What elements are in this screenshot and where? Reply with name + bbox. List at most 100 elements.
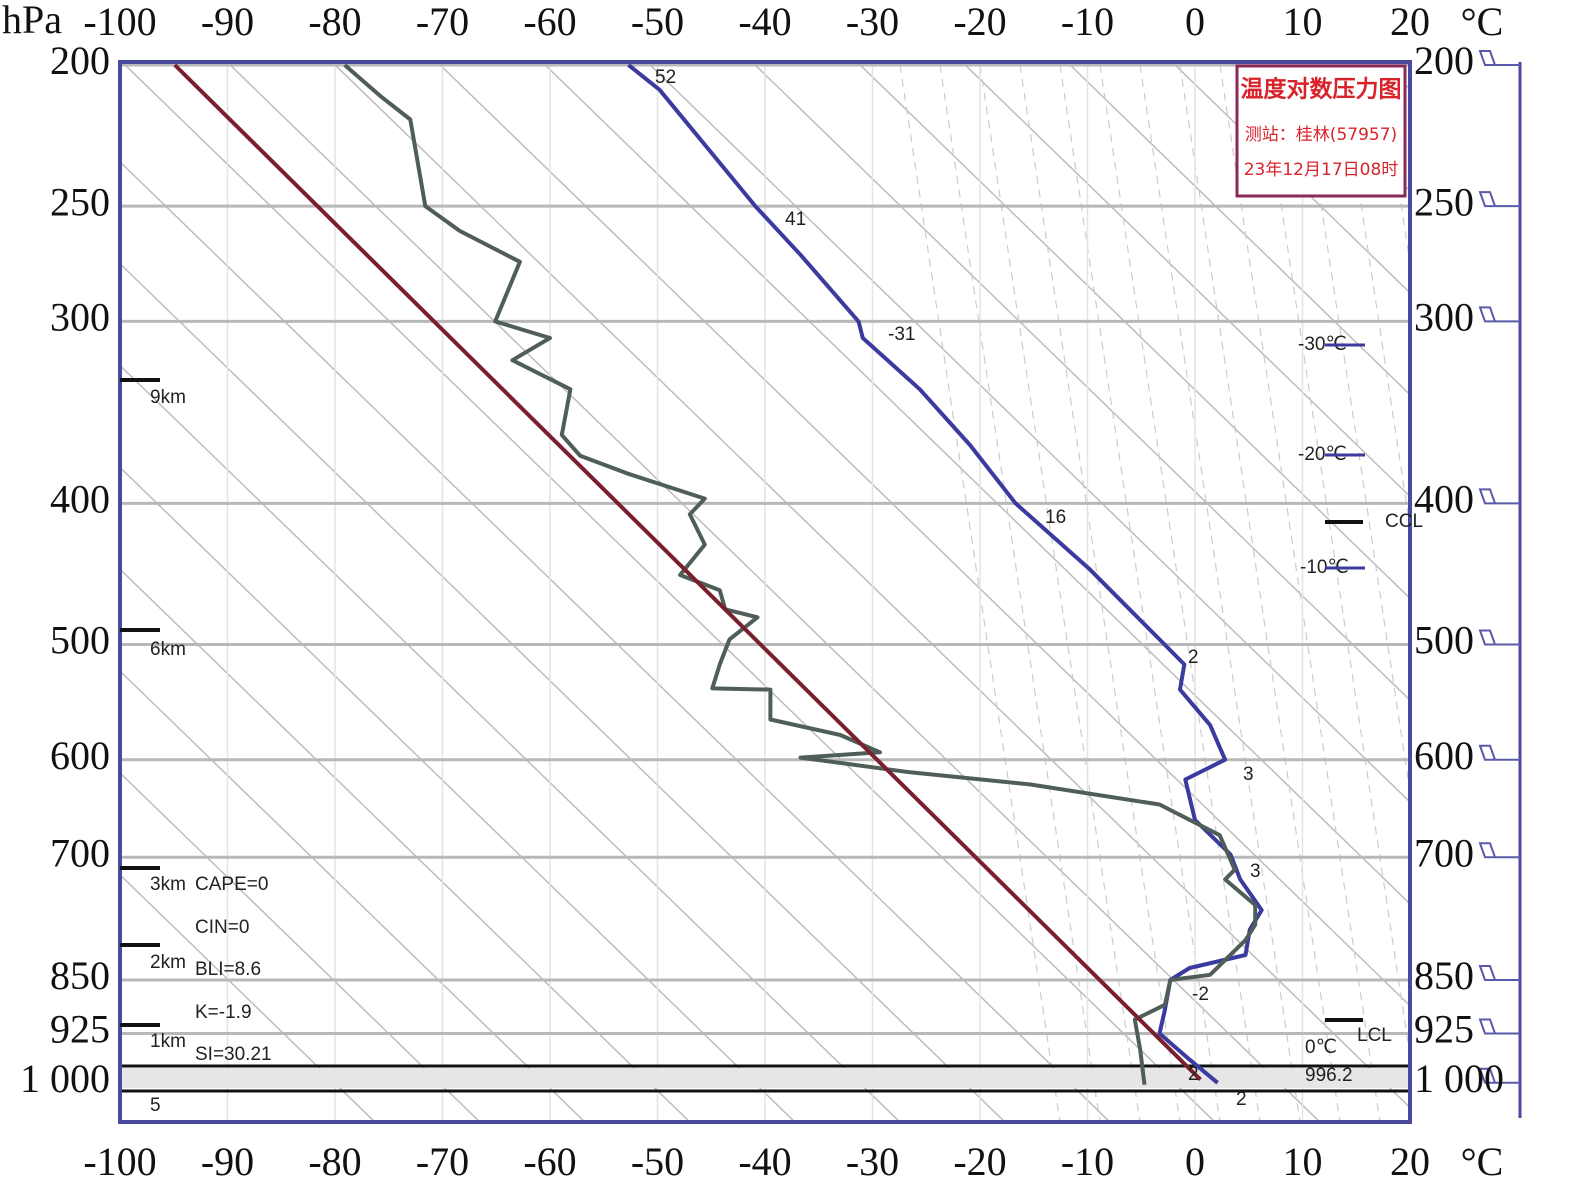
annotation: -20℃ xyxy=(1298,444,1347,465)
annotation: 2 xyxy=(1188,1064,1199,1085)
dry-adiabat xyxy=(120,466,796,1122)
x-tick-label: -70 xyxy=(416,1139,469,1184)
annotation: 3 xyxy=(1243,764,1254,785)
x-tick-label: -60 xyxy=(523,1139,576,1184)
annotation: 996.2 xyxy=(1305,1065,1353,1086)
wind-barb xyxy=(1478,1018,1520,1035)
x-axis-label: °C xyxy=(1461,1139,1504,1184)
sounding-line xyxy=(627,63,1264,1085)
mixing-ratio-line xyxy=(1139,64,1301,1122)
dry-adiabat xyxy=(225,62,1321,1122)
annotation: CIN=0 xyxy=(195,917,249,938)
annotation: 9km xyxy=(150,387,186,408)
annotation: 2 xyxy=(1188,647,1199,668)
y-tick-label: 200 xyxy=(1414,38,1474,83)
x-tick-label: -10 xyxy=(1061,1139,1114,1184)
dry-adiabat xyxy=(120,771,481,1122)
dry-adiabat xyxy=(120,62,1216,1122)
dry-adiabat xyxy=(435,62,1410,1007)
mixing-ratio-line xyxy=(1099,64,1261,1122)
wind-barb xyxy=(1478,744,1520,761)
y-tick-label: 600 xyxy=(50,733,110,778)
x-tick-label: -90 xyxy=(201,1139,254,1184)
dry-adiabat xyxy=(120,160,1111,1122)
y-axis-label: hPa xyxy=(2,0,62,42)
annotation: 52 xyxy=(655,67,676,88)
annotation: SI=30.21 xyxy=(195,1044,272,1065)
wind-barb xyxy=(1478,629,1520,646)
x-tick-label: 20 xyxy=(1390,1139,1430,1184)
annotation: 41 xyxy=(785,209,806,230)
wind-barb xyxy=(1478,191,1520,208)
mixing-ratio-line xyxy=(979,64,1141,1122)
x-tick-label: -40 xyxy=(738,1139,791,1184)
mixing-ratio-line xyxy=(939,64,1101,1122)
annotation: 5 xyxy=(150,1095,161,1116)
wind-barb xyxy=(1478,488,1520,505)
chart-title: 温度对数压力图 xyxy=(1241,76,1402,103)
y-tick-label: 1 000 xyxy=(20,1056,110,1101)
annotation: -10℃ xyxy=(1300,557,1349,578)
y-tick-label: 500 xyxy=(50,618,110,663)
grid xyxy=(119,63,1411,1122)
mixing-ratio-line xyxy=(1019,64,1181,1122)
x-tick-label: -90 xyxy=(201,0,254,44)
x-tick-label: -30 xyxy=(846,1139,899,1184)
annotation: CCL xyxy=(1385,511,1423,532)
chart-subtitle: 测站：桂林(57957) xyxy=(1245,125,1397,145)
y-tick-label: 700 xyxy=(1414,830,1474,875)
dry-adiabat xyxy=(1065,62,1410,396)
x-tick-label: 10 xyxy=(1283,0,1323,44)
dry-adiabat xyxy=(120,670,586,1122)
y-tick-label: 200 xyxy=(50,38,110,83)
dry-adiabat xyxy=(120,262,1006,1122)
annotation: 0℃ xyxy=(1305,1037,1337,1058)
annotation: 2 xyxy=(1236,1089,1247,1110)
x-tick-label: -20 xyxy=(953,1139,1006,1184)
annotation: 2km xyxy=(150,952,186,973)
y-tick-label: 500 xyxy=(1414,618,1474,663)
x-tick-label: 20 xyxy=(1390,0,1430,44)
chart-subtitle: 23年12月17日08时 xyxy=(1244,160,1399,180)
annotation: 1km xyxy=(150,1031,186,1052)
x-tick-label: -60 xyxy=(523,0,576,44)
y-tick-label: 850 xyxy=(1414,953,1474,998)
y-tick-label: 400 xyxy=(50,477,110,522)
x-tick-label: -20 xyxy=(953,0,1006,44)
x-tick-label: 0 xyxy=(1185,1139,1205,1184)
mixing-ratio-line xyxy=(1059,64,1221,1122)
y-tick-label: 300 xyxy=(1414,295,1474,340)
x-tick-label: -40 xyxy=(738,0,791,44)
annotation: -31 xyxy=(888,324,915,345)
dry-adiabat xyxy=(960,62,1410,498)
annotation: 3km xyxy=(150,874,186,895)
annotation: K=-1.9 xyxy=(195,1002,252,1023)
x-axis-label: °C xyxy=(1461,0,1504,44)
mixing-ratio-line xyxy=(1179,64,1341,1122)
y-tick-label: 1 000 xyxy=(1414,1056,1504,1101)
dry-adiabat xyxy=(855,62,1410,600)
mixing-ratio-line xyxy=(1259,64,1410,1060)
title-box xyxy=(1235,64,1407,198)
dry-adiabat xyxy=(120,568,691,1122)
x-tick-label: -10 xyxy=(1061,0,1114,44)
annotation: LCL xyxy=(1357,1025,1392,1046)
wind-barb xyxy=(1478,306,1520,323)
x-tick-label: 0 xyxy=(1185,0,1205,44)
annotation: CAPE=0 xyxy=(195,874,268,895)
wind-barb xyxy=(1478,1067,1520,1084)
x-tick-label: -100 xyxy=(83,0,156,44)
annotation: -2 xyxy=(1192,984,1209,1005)
sounding-line xyxy=(343,63,1258,1085)
surface-band xyxy=(120,1068,1410,1088)
y-tick-label: 700 xyxy=(50,830,110,875)
dry-adiabat xyxy=(1170,62,1410,294)
mixing-ratio-line xyxy=(1299,64,1410,796)
y-tick-label: 925 xyxy=(1414,1007,1474,1052)
sounding-line xyxy=(173,63,1202,1082)
wind-barb xyxy=(1478,842,1520,859)
y-tick-label: 925 xyxy=(50,1007,110,1052)
annotation: -30℃ xyxy=(1298,334,1347,355)
